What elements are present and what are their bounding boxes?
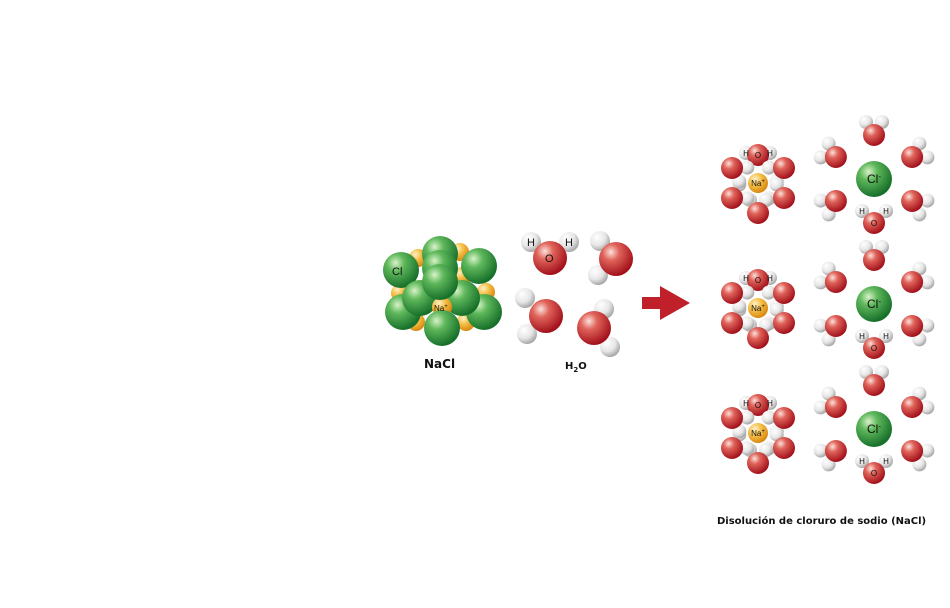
hydrated-chloride-ion: H HO Cl- bbox=[813, 365, 935, 484]
nacl-na-label: Na bbox=[434, 304, 445, 313]
water-molecule: H HO bbox=[855, 329, 893, 359]
sodium-ion-charge: + bbox=[761, 304, 765, 310]
svg-text:Cl-: Cl- bbox=[867, 172, 881, 186]
sodium-ion bbox=[748, 173, 768, 193]
hydrogen-label: H bbox=[883, 332, 889, 341]
water-molecule bbox=[813, 315, 847, 347]
svg-text:Cl-: Cl- bbox=[867, 422, 881, 436]
hydrated-sodium-ion: H HO Na+ bbox=[721, 269, 795, 349]
chloride-ion bbox=[856, 161, 892, 197]
hydrogen-label: H bbox=[767, 149, 773, 158]
hydrated-chloride-ion: H HO Cl- bbox=[813, 115, 935, 234]
svg-text:Na+: Na+ bbox=[751, 304, 765, 313]
solution-caption: Disolución de cloruro de sodio (NaCl) bbox=[717, 516, 927, 527]
hydrogen-label: H bbox=[859, 457, 865, 466]
hydrated-chloride-ion: H HO Cl- bbox=[813, 240, 935, 359]
nacl-caption: NaCl bbox=[424, 357, 456, 371]
sodium-ion-charge: + bbox=[761, 179, 765, 185]
water-molecule bbox=[901, 261, 935, 293]
chloride-ion bbox=[856, 286, 892, 322]
reaction-arrow-icon bbox=[642, 286, 690, 320]
hydrogen-label: H bbox=[883, 457, 889, 466]
water-molecule bbox=[588, 231, 633, 285]
water-molecule bbox=[721, 407, 755, 439]
chloride-ion bbox=[856, 411, 892, 447]
oxygen-label: O bbox=[871, 469, 877, 478]
water-molecule: H HO bbox=[739, 144, 777, 166]
water-caption: H2O bbox=[565, 361, 587, 374]
svg-text:Na+: Na+ bbox=[751, 429, 765, 438]
sodium-ion-label: Na bbox=[751, 179, 762, 188]
nacl-na-charge: + bbox=[444, 304, 448, 310]
hydrogen-label: H bbox=[859, 207, 865, 216]
sodium-ion-label: Na bbox=[751, 304, 762, 313]
water-molecule bbox=[721, 177, 755, 209]
oxygen-label: O bbox=[871, 344, 877, 353]
oxygen-label: O bbox=[755, 276, 761, 285]
water-molecule bbox=[901, 136, 935, 168]
chloride-ion-label: Cl bbox=[867, 172, 878, 186]
hydrogen-label: H bbox=[859, 332, 865, 341]
water-molecule bbox=[813, 261, 847, 293]
water-h2-label: H bbox=[565, 237, 573, 249]
water-molecule bbox=[577, 299, 620, 357]
sodium-ion-charge: + bbox=[761, 429, 765, 435]
sodium-ion bbox=[748, 298, 768, 318]
water-molecule: H HO bbox=[739, 394, 777, 416]
sodium-ion bbox=[748, 423, 768, 443]
water-molecule bbox=[859, 115, 889, 146]
hydrogen-label: H bbox=[743, 399, 749, 408]
water-molecule bbox=[721, 157, 755, 189]
oxygen-label: O bbox=[755, 401, 761, 410]
svg-text:Na+: Na+ bbox=[751, 179, 765, 188]
water-molecules: H H O bbox=[515, 231, 633, 357]
water-molecule bbox=[901, 315, 935, 347]
water-molecule bbox=[813, 136, 847, 168]
hydrogen-label: H bbox=[767, 274, 773, 283]
oxygen-label: O bbox=[871, 219, 877, 228]
water-molecule bbox=[901, 440, 935, 472]
water-molecule bbox=[901, 190, 935, 222]
water-molecule bbox=[813, 190, 847, 222]
water-molecule: H HO bbox=[855, 204, 893, 234]
chloride-ion-charge: - bbox=[878, 422, 881, 431]
water-molecule: H HO bbox=[855, 454, 893, 484]
water-molecule bbox=[859, 240, 889, 271]
hydrogen-label: H bbox=[743, 149, 749, 158]
water-molecule bbox=[859, 365, 889, 396]
svg-text:Cl-: Cl- bbox=[867, 297, 881, 311]
nacl-crystal: Cl Na+ bbox=[383, 236, 502, 346]
chloride-ion-charge: - bbox=[878, 297, 881, 306]
water-molecule bbox=[901, 386, 935, 418]
water-h1-label: H bbox=[527, 237, 535, 249]
water-molecule bbox=[813, 440, 847, 472]
water-molecule: H HO bbox=[739, 269, 777, 291]
oxygen-label: O bbox=[755, 151, 761, 160]
hydrogen-label: H bbox=[743, 274, 749, 283]
hydrogen-label: H bbox=[767, 399, 773, 408]
water-o-label: O bbox=[545, 253, 554, 265]
nacl-cl-label: Cl bbox=[392, 266, 402, 278]
water-molecule bbox=[721, 282, 755, 314]
hydrated-sodium-ion: H HO Na+ bbox=[721, 144, 795, 224]
water-molecule-labelled: H H O bbox=[521, 232, 579, 275]
chloride-ion-label: Cl bbox=[867, 422, 878, 436]
hydrated-sodium-ion: H HO Na+ bbox=[721, 394, 795, 474]
hydrogen-label: H bbox=[883, 207, 889, 216]
svg-text:Na+: Na+ bbox=[434, 304, 448, 313]
chloride-ion-label: Cl bbox=[867, 297, 878, 311]
water-molecule bbox=[515, 288, 563, 344]
water-molecule bbox=[813, 386, 847, 418]
sodium-ion-label: Na bbox=[751, 429, 762, 438]
chloride-ion-charge: - bbox=[878, 172, 881, 181]
